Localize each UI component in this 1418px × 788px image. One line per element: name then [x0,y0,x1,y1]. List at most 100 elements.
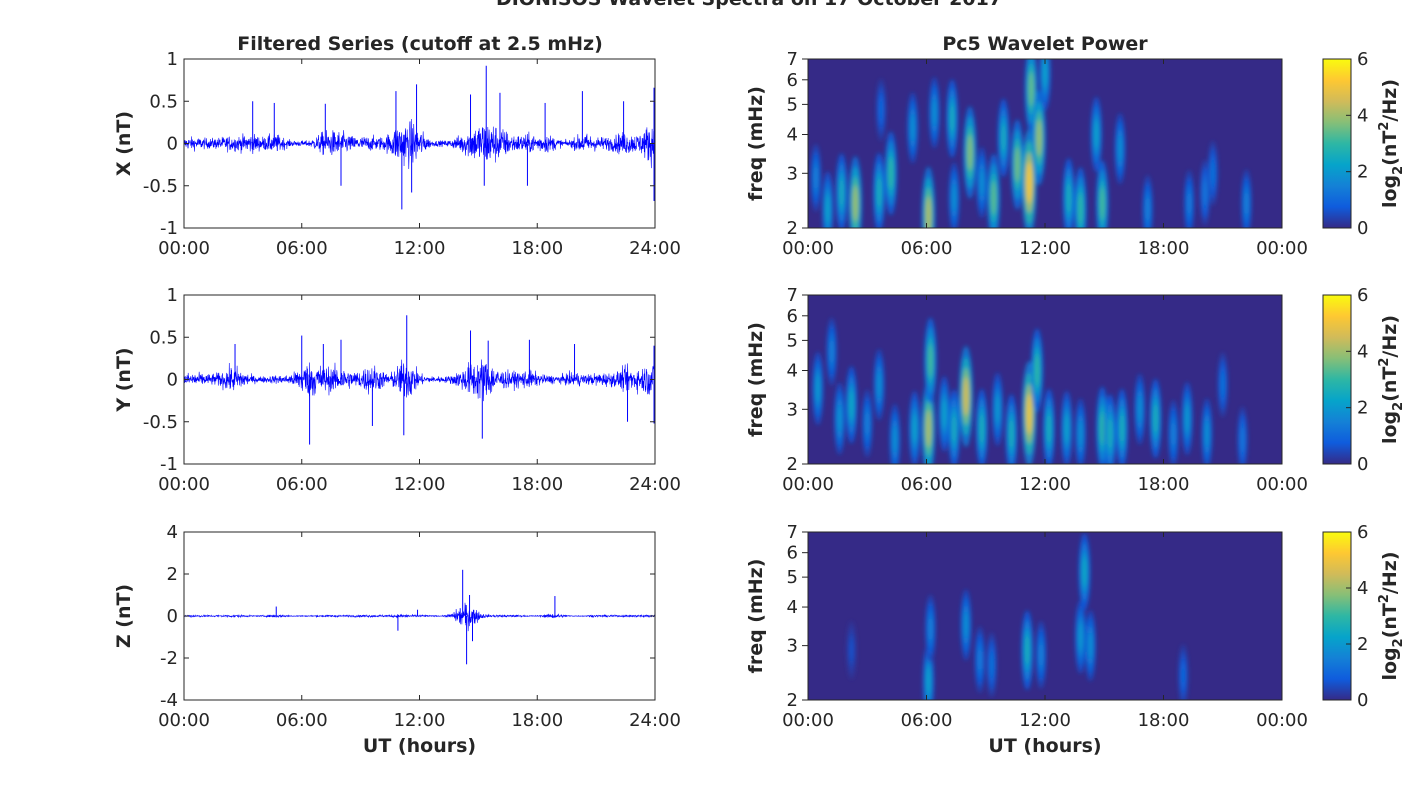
wv-x-ytick-label: 7 [787,49,798,70]
wv-y-colorbar-frame [1322,294,1352,465]
wv-y-power-blob [892,425,898,453]
wv-y-power-blob [1026,393,1032,435]
wv-x-power-blob [1036,119,1042,157]
wv-z-power-blob [977,647,982,673]
wv-y-power-blob [1119,413,1125,444]
wv-y-power-blob [1153,403,1158,434]
wv-y-power-blob [1107,418,1113,450]
wv-z-power-blob [989,652,994,678]
wv-y-power-blob [995,395,1000,424]
wv-z-power-blob [1088,632,1093,660]
wv-x-power-blob [1001,122,1006,153]
wv-y-colorbar-label: log2(nT2/Hz) [1377,315,1406,444]
wv-z-colorbar-tick-label: 6 [1357,522,1368,543]
ts-y-ytick-label: -1 [160,454,178,475]
ts-z-ytick-label: -4 [160,690,178,711]
wv-x-ytick-label: 5 [787,94,798,115]
wv-x-power-blob [1099,186,1105,220]
ts-x-xtick-label: 12:00 [394,238,446,259]
ts-x-xtick-label: 24:00 [629,238,681,259]
wv-z-power-blob [1082,557,1087,587]
wv-x-power-blob [876,177,882,208]
wv-x-ytick-label: 3 [787,163,798,184]
ts-x-xtick-label: 00:00 [158,238,210,259]
wv-x-colorbar-tick-label: 0 [1357,218,1368,239]
wv-x-power-blob [813,164,818,191]
wv-x-power-blob [979,169,984,197]
wv-x-ylabel: freq (mHz) [745,86,767,201]
wv-z-power-blob [1038,641,1044,668]
ts-z-xtick-label: 12:00 [394,710,446,731]
wv-y-power-blob [849,390,854,420]
wv-z-colorbar-label-part: /Hz) [1379,551,1401,594]
wv-x-power-blob [991,180,997,215]
wv-x-power-blob [1042,59,1048,88]
ts-z-xtick-label: 00:00 [158,710,210,731]
wv-x-colorbar-label-part: /Hz) [1379,79,1401,122]
wv-x-power-blob [888,157,894,190]
wv-y-xtick-label: 18:00 [1138,474,1190,495]
wv-y-power-blob [1034,354,1040,387]
wv-x-power-blob [852,185,858,222]
wv-z-ylabel: freq (mHz) [745,559,767,674]
wv-x-power-blob [949,103,955,134]
ts-y-trace [183,359,656,402]
wv-x-power-blob [1066,182,1071,214]
wv-y-power-blob [1099,412,1105,445]
wv-x-power-blob [1078,193,1083,226]
wv-z-power-blob [926,666,931,696]
wv-z-colorbar-label-part: 2 [1377,594,1392,603]
ts-z-ytick-label: 2 [167,564,178,585]
ts-z-trace [183,602,656,632]
ts-y-xtick-label: 18:00 [511,474,563,495]
wv-x-ytick-label: 4 [787,124,798,145]
wv-y-colorbar-tick-label: 6 [1357,285,1368,306]
wv-y-xtick-label: 00:00 [782,474,834,495]
wv-z-colorbar-frame [1322,531,1352,701]
wv-y-power-blob [963,376,969,416]
wv-x-ytick-label: 2 [787,218,798,239]
timeseries-panel-y: -1 -0.5 0 0.5 1 00:00 06:00 12:00 18:00 24:00 Y (n… [113,285,681,495]
wv-z-xlabel: UT (hours) [988,735,1101,757]
wv-y-power-layer [812,317,1248,464]
wv-y-xtick-label: 06:00 [901,474,953,495]
wv-x-colorbar-label-part: log [1379,175,1401,208]
ts-x-ylabel: X (nT) [113,111,135,176]
wv-y-ytick-label: 3 [787,399,798,420]
ts-y-xtick-label: 06:00 [276,474,328,495]
wv-z-ytick-label: 6 [787,543,798,564]
wv-y-power-blob [942,399,947,429]
wv-z-colorbar-label: log2(nT2/Hz) [1377,551,1406,680]
ts-z-xlabel: UT (hours) [363,735,476,757]
wv-x-power-layer [810,59,1252,228]
figure-suptitle: DIONISOS Wavelet Spectra on 17 October 2… [496,0,1002,10]
ts-x-ytick-label: 0 [167,134,178,155]
wv-x-power-blob [839,177,844,208]
wv-y-power-blob [979,413,985,444]
wv-z-ytick-label: 4 [787,597,798,618]
wv-y-colorbar-tick-label: 0 [1357,454,1368,475]
wv-z-power-blob [849,639,854,662]
wv-y-power-blob [1185,404,1190,433]
wv-y-colorbar-label-part: (nT [1379,367,1401,402]
wv-y-power-blob [876,371,882,399]
ts-x-ytick-label: -0.5 [143,176,178,197]
wv-y-power-blob [1171,420,1176,447]
wv-y-power-blob [1064,414,1069,444]
wv-y-power-blob [925,409,932,448]
wv-z-power-blob [963,611,969,639]
wv-x-power-blob [1202,180,1207,206]
wv-y-xtick-label: 00:00 [1256,474,1308,495]
ts-x-ytick-label: -1 [160,218,178,239]
ts-z-xtick-label: 24:00 [629,710,681,731]
wv-y-power-blob [1078,420,1083,448]
ts-y-xtick-label: 00:00 [158,474,210,495]
wv-x-xtick-label: 06:00 [901,238,953,259]
ts-y-ytick-label: 0 [167,370,178,391]
wv-x-power-blob [1244,190,1249,217]
wv-x-power-blob [932,99,937,127]
wv-x-xtick-label: 00:00 [782,238,834,259]
wv-y-power-blob [1204,420,1210,448]
